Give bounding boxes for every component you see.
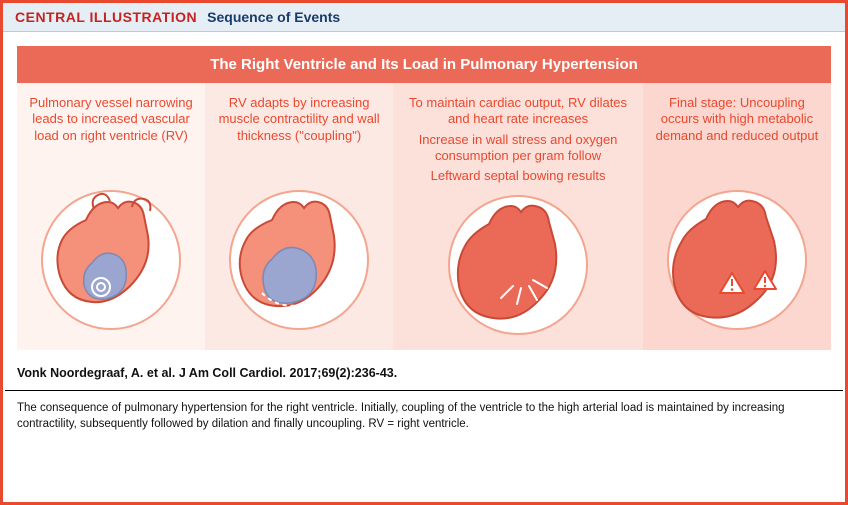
stage-3-heart [443,190,593,340]
heart-icon [443,190,593,340]
illustration-frame: CENTRAL ILLUSTRATION Sequence of Events … [0,0,848,505]
footnote-text: The consequence of pulmonary hypertensio… [3,391,845,444]
header-bar: CENTRAL ILLUSTRATION Sequence of Events [3,3,845,32]
stage-3-caption: To maintain cardiac output, RV dilates a… [399,95,637,184]
header-label: CENTRAL ILLUSTRATION [15,9,197,25]
caption-line: Pulmonary vessel narrowing leads to incr… [23,95,199,144]
stage-3: To maintain cardiac output, RV dilates a… [393,83,643,350]
heart-icon [224,185,374,335]
stage-2-caption: RV adapts by increasing muscle contracti… [211,95,387,179]
stage-row: Pulmonary vessel narrowing leads to incr… [3,83,845,360]
stage-1-heart [36,185,186,335]
heart-icon [36,185,186,335]
banner-wrap: The Right Ventricle and Its Load in Pulm… [3,32,845,83]
stage-4-heart [662,185,812,335]
heart-icon [662,185,812,335]
stage-4: Final stage: Uncoupling occurs with high… [643,83,831,350]
stage-1: Pulmonary vessel narrowing leads to incr… [17,83,205,350]
stage-2: RV adapts by increasing muscle contracti… [205,83,393,350]
caption-line: To maintain cardiac output, RV dilates a… [399,95,637,128]
caption-line: RV adapts by increasing muscle contracti… [211,95,387,144]
stage-2-heart [224,185,374,335]
caption-line: Leftward septal bowing results [399,168,637,184]
banner-title: The Right Ventricle and Its Load in Pulm… [17,46,831,83]
caption-line: Increase in wall stress and oxygen consu… [399,132,637,165]
stage-1-caption: Pulmonary vessel narrowing leads to incr… [23,95,199,179]
caption-line: Final stage: Uncoupling occurs with high… [649,95,825,144]
header-title: Sequence of Events [207,9,340,25]
stage-4-caption: Final stage: Uncoupling occurs with high… [649,95,825,179]
citation-text: Vonk Noordegraaf, A. et al. J Am Coll Ca… [3,360,845,390]
